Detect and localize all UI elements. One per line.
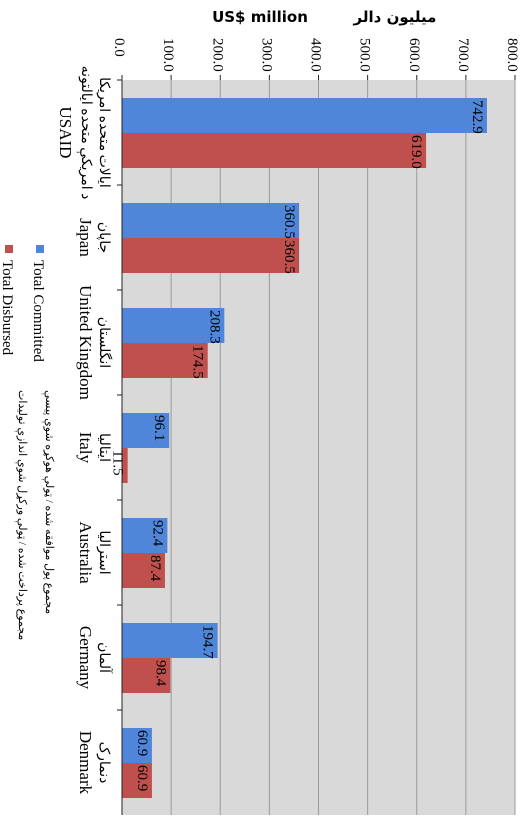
category-label-fa: انگلستان bbox=[96, 317, 113, 368]
category-label-en: Australia bbox=[76, 521, 95, 584]
bar bbox=[122, 448, 128, 483]
data-label: 60.9 bbox=[134, 765, 150, 791]
data-label: 742.9 bbox=[469, 100, 485, 134]
tick-label: 500.0 bbox=[357, 38, 373, 72]
category-label-en: Germany bbox=[76, 626, 95, 690]
category-label-fa: استرالیا bbox=[96, 530, 111, 574]
data-label: 60.9 bbox=[134, 730, 150, 756]
bar bbox=[122, 553, 165, 588]
tick-label: 200.0 bbox=[209, 38, 225, 72]
data-label: 174.5 bbox=[190, 345, 206, 379]
bar bbox=[122, 238, 300, 273]
category-label-fa: جاپان bbox=[96, 222, 111, 253]
data-label: 87.4 bbox=[147, 555, 163, 582]
chart-title-en: US$ million bbox=[212, 8, 308, 26]
tick-label: 300.0 bbox=[258, 38, 274, 72]
bar bbox=[122, 98, 487, 133]
chart-title-fa: میلیون دالر bbox=[353, 8, 437, 26]
bar bbox=[122, 658, 171, 693]
bar bbox=[122, 623, 218, 658]
tick-label: 600.0 bbox=[406, 38, 422, 72]
bar bbox=[122, 203, 300, 238]
category-label-en: USAID bbox=[56, 107, 75, 159]
category-label-en: United Kingdom bbox=[76, 285, 95, 400]
data-label: 92.4 bbox=[149, 520, 165, 547]
data-label: 11.5 bbox=[110, 450, 126, 476]
data-label: 360.5 bbox=[281, 240, 297, 274]
legend-swatch bbox=[36, 245, 44, 253]
axis-ticks: 0.0 100.0 200.0 300.0 400.0 500.0 600.0 700.0 80… bbox=[111, 38, 520, 711]
data-label: 96.1 bbox=[151, 415, 167, 441]
tick-label: 0.0 bbox=[111, 38, 127, 57]
category-label-fa: ایتالیا bbox=[96, 433, 111, 462]
category-label-fa-secondary: د امریکې متحده ایالتونه bbox=[76, 66, 93, 200]
legend: Total Committed مجموع پول موافقه شده / ټو… bbox=[0, 245, 55, 640]
legend-label-en: Total Committed bbox=[30, 260, 46, 362]
data-label: 619.0 bbox=[408, 135, 424, 169]
tick-label: 700.0 bbox=[455, 38, 471, 72]
tick-label: 800.0 bbox=[504, 38, 520, 72]
bar bbox=[122, 308, 225, 343]
bar bbox=[122, 343, 208, 378]
category-label-fa: دنمارک bbox=[96, 742, 111, 784]
category-label-en: Japan bbox=[76, 218, 95, 257]
legend-label-fa: مجموع پرداخت شده / ټولې ورکړل شوې اندازې… bbox=[14, 390, 28, 640]
legend-label-fa: مجموع پول موافقه شده / ټولې هوکړه شوې پی… bbox=[41, 390, 55, 614]
gridlines bbox=[170, 80, 516, 815]
legend-label-en: Total Disbursed bbox=[0, 260, 15, 356]
bar bbox=[122, 413, 170, 448]
bar bbox=[122, 518, 168, 553]
data-label: 194.7 bbox=[200, 625, 216, 659]
category-label-fa: آلمان bbox=[96, 642, 114, 674]
data-label: 98.4 bbox=[152, 660, 168, 687]
data-label: 208.3 bbox=[206, 310, 222, 344]
bar bbox=[122, 133, 427, 168]
tick-label: 400.0 bbox=[308, 38, 324, 72]
data-label: 360.5 bbox=[281, 205, 297, 239]
category-label-fa: ایالات متحده امریکا bbox=[96, 77, 111, 188]
legend-swatch bbox=[5, 245, 13, 253]
bar bbox=[122, 763, 152, 798]
tick-label: 100.0 bbox=[160, 38, 176, 72]
category-label-en: Italy bbox=[76, 432, 95, 464]
bar bbox=[122, 728, 152, 763]
category-label-en: Denmark bbox=[76, 731, 95, 795]
